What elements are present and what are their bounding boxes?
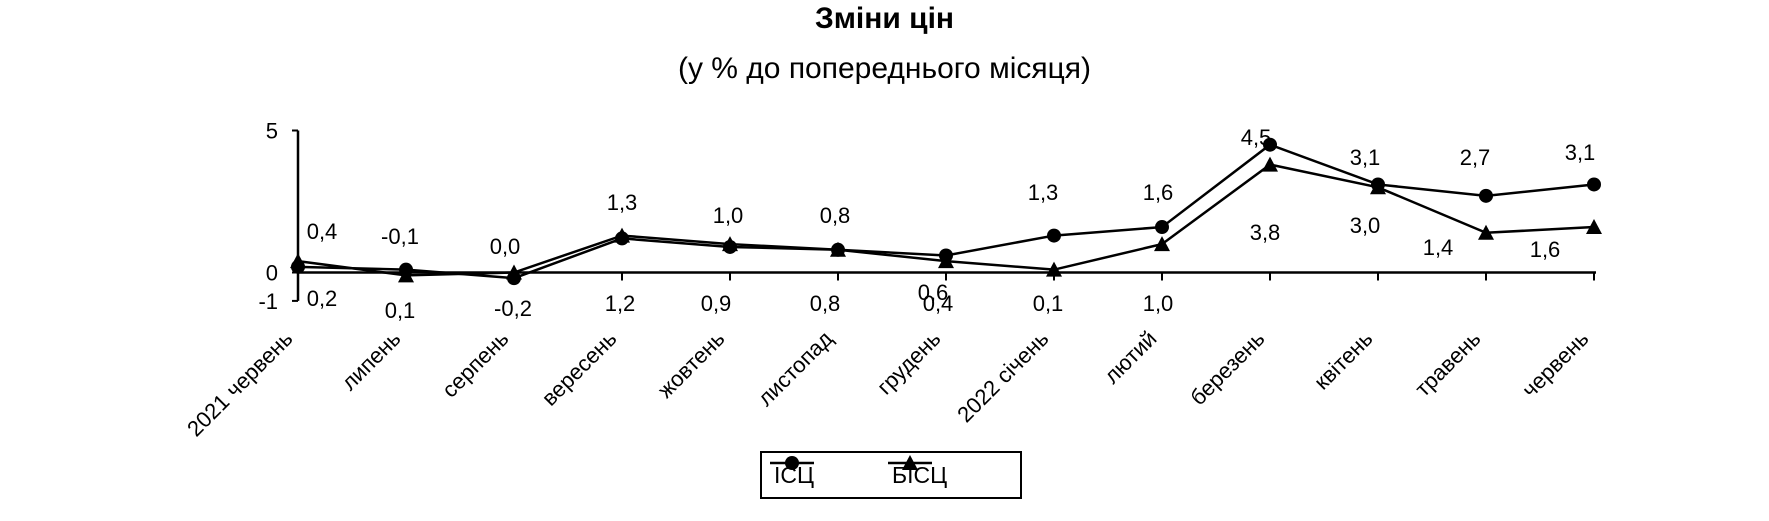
data-point-bisc	[614, 227, 630, 243]
x-tick-label: травень	[1410, 326, 1486, 402]
data-point-bisc	[290, 253, 306, 269]
data-label-bisc: 1,0	[1143, 291, 1174, 316]
x-tick-label: лютий	[1099, 326, 1162, 389]
data-point-bisc	[1586, 219, 1602, 235]
legend-entry-isc: ІСЦ	[770, 453, 814, 497]
data-label-isc: 0,9	[701, 291, 732, 316]
data-label-isc: 0,6	[918, 280, 949, 305]
data-point-bisc	[722, 236, 738, 252]
data-label-isc: 1,6	[1143, 180, 1174, 205]
data-label-isc: 0,8	[810, 291, 841, 316]
y-tick-label: -1	[258, 289, 278, 314]
data-label-bisc: 1,0	[713, 203, 744, 228]
legend-label-bisc: БІСЦ	[892, 461, 948, 488]
data-label-bisc: 3,0	[1350, 213, 1381, 238]
data-label-isc: 0,2	[307, 286, 338, 311]
x-tick-label: червень	[1517, 326, 1594, 403]
x-tick-label: вересень	[537, 326, 622, 411]
data-label-isc: 4,5	[1241, 125, 1272, 150]
data-point-bisc	[1370, 179, 1386, 195]
x-tick-label: липень	[336, 326, 405, 395]
data-label-bisc: -0,1	[381, 224, 419, 249]
y-tick-label: 0	[266, 261, 278, 286]
data-point-bisc	[1154, 236, 1170, 252]
data-label-isc: 1,2	[605, 291, 636, 316]
x-tick-label: квітень	[1309, 326, 1378, 395]
legend-marker-circle-icon	[770, 456, 814, 470]
x-tick-label: 2021 червень	[182, 326, 297, 441]
legend-entry-bisc: БІСЦ	[888, 453, 947, 497]
data-label-bisc: 1,3	[607, 190, 638, 215]
chart-title: Зміни цін	[814, 2, 955, 35]
data-label-isc: 0,1	[385, 298, 416, 323]
legend-marker-triangle-icon	[888, 455, 932, 470]
data-label-isc: 1,3	[1028, 180, 1059, 205]
data-label-bisc: 0,0	[490, 234, 521, 259]
data-label-bisc: 1,6	[1530, 237, 1561, 262]
chart-subtitle: (у % до попереднього місяця)	[677, 52, 1092, 85]
data-label-bisc: 0,8	[820, 203, 851, 228]
data-point-isc	[1587, 177, 1601, 192]
data-label-isc: 3,1	[1565, 140, 1596, 165]
data-point-isc	[1263, 137, 1277, 152]
x-tick-label: жовтень	[653, 326, 730, 403]
chart-legend: ІСЦ БІСЦ	[760, 451, 1022, 499]
data-label-bisc: 0,1	[1033, 291, 1064, 316]
y-tick-label: 5	[266, 119, 278, 144]
data-label-bisc: 0,4	[923, 291, 954, 316]
data-point-bisc	[830, 241, 846, 257]
data-label-bisc: 3,8	[1250, 220, 1281, 245]
data-label-isc: 3,1	[1350, 145, 1381, 170]
data-label-bisc: 0,4	[307, 219, 338, 244]
data-point-isc	[1155, 220, 1169, 235]
data-point-isc	[1047, 228, 1061, 243]
data-label-bisc: 1,4	[1423, 235, 1454, 260]
x-tick-label: листопад	[753, 326, 838, 411]
data-label-isc: 2,7	[1460, 145, 1491, 170]
data-label-isc: -0,2	[494, 296, 532, 321]
data-point-bisc	[1262, 156, 1278, 172]
x-tick-label: грудень	[872, 326, 946, 400]
data-point-isc	[1479, 188, 1493, 203]
data-point-bisc	[1478, 224, 1494, 240]
x-tick-label: березень	[1185, 326, 1269, 410]
data-point-bisc	[398, 267, 414, 283]
data-point-bisc	[938, 253, 954, 269]
x-tick-label: серпень	[437, 326, 514, 403]
data-point-bisc	[506, 264, 522, 280]
data-point-bisc	[1046, 261, 1062, 277]
x-tick-label: 2022 січень	[952, 326, 1053, 427]
